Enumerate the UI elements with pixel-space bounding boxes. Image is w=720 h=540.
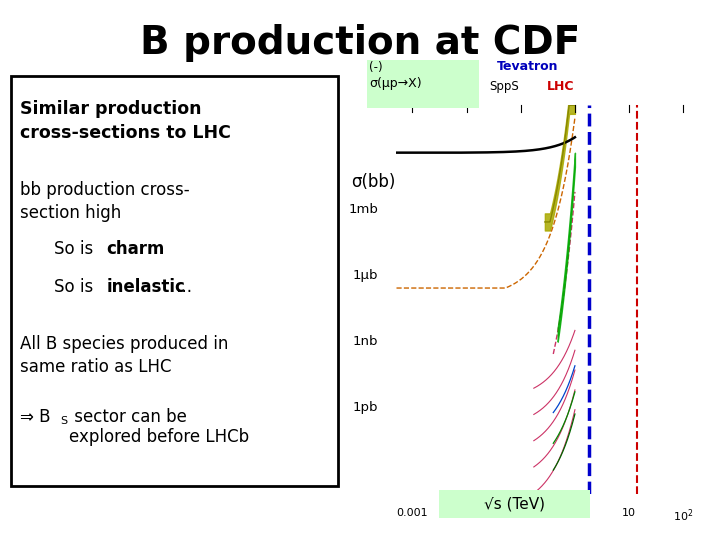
Bar [11,76,338,486]
Text: 1nb: 1nb [353,335,378,348]
Text: 1pb: 1pb [353,401,378,414]
Text: 0.001: 0.001 [397,508,428,518]
Polygon shape [562,280,569,350]
Text: LHC: LHC [547,80,575,93]
Text: (-): (-) [369,61,383,74]
Text: B production at CDF: B production at CDF [140,24,580,62]
Text: 0.1: 0.1 [512,508,529,518]
Text: 0.01: 0.01 [454,508,479,518]
Text: Tevatron: Tevatron [497,60,558,73]
Text: 10: 10 [622,508,636,518]
Text: SppS: SppS [490,80,519,93]
Text: Similar production
cross-sections to LHC: Similar production cross-sections to LHC [20,100,231,141]
Text: So is: So is [54,278,99,296]
Text: σ(bb): σ(bb) [351,173,395,191]
Text: charm: charm [107,240,165,258]
Text: ⇒ B: ⇒ B [20,408,50,426]
Text: 1mb: 1mb [348,203,378,216]
Text: 1.0: 1.0 [566,508,584,518]
Text: inelastic: inelastic [107,278,186,296]
Text: bb production cross-
section high: bb production cross- section high [20,181,190,222]
Text: σ(μp→X): σ(μp→X) [369,77,422,90]
Bar [367,60,479,108]
Text: ...: ... [171,278,192,296]
Text: √s (TeV): √s (TeV) [485,497,545,512]
Text: sector can be
explored before LHCb: sector can be explored before LHCb [69,408,249,447]
Bar [439,490,590,518]
Text: S: S [60,416,68,426]
Text: 10$^2$: 10$^2$ [673,508,693,524]
Text: 1μb: 1μb [353,269,378,282]
Text: So is: So is [54,240,99,258]
Text: All B species produced in
same ratio as LHC: All B species produced in same ratio as … [20,335,228,376]
